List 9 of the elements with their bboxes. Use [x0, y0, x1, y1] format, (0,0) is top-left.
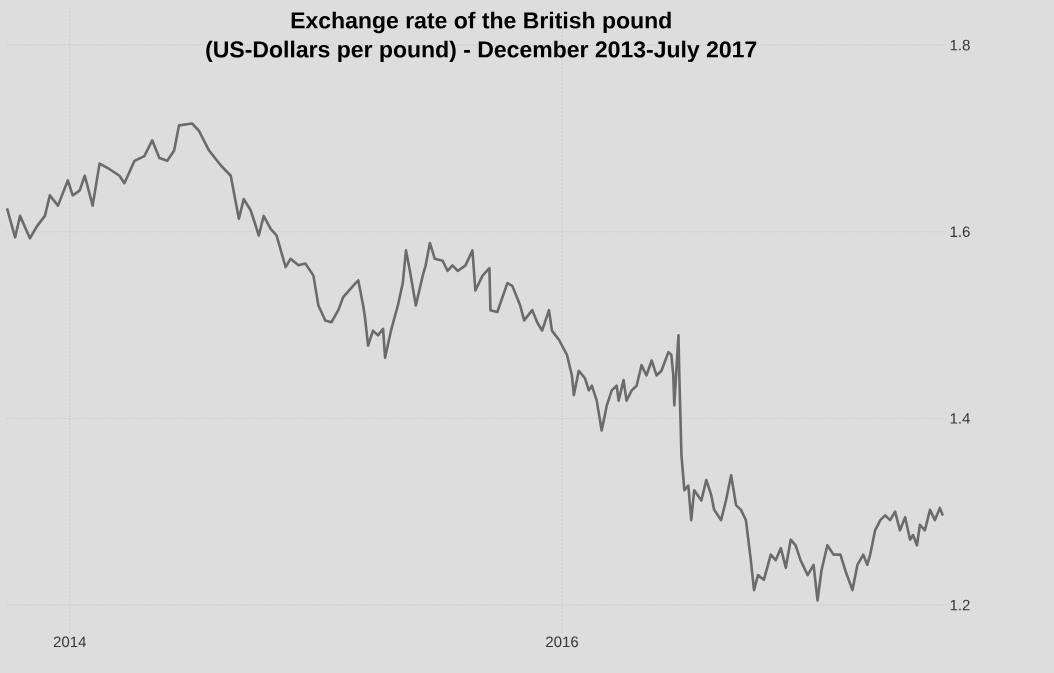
x-tick-label: 2014 [53, 636, 87, 648]
x-tick-label: 2016 [546, 636, 579, 648]
chart-title: Exchange rate of the British pound [291, 11, 671, 34]
y-tick-label: 1.8 [950, 39, 970, 51]
y-tick-label: 1.2 [950, 599, 970, 611]
y-tick-label: 1.6 [950, 226, 970, 238]
y-tick-label: 1.4 [950, 413, 970, 424]
text: (US-Dollars per pound) - December 2013-July 2017 [206, 40, 757, 63]
line-series [5, 122, 945, 602]
